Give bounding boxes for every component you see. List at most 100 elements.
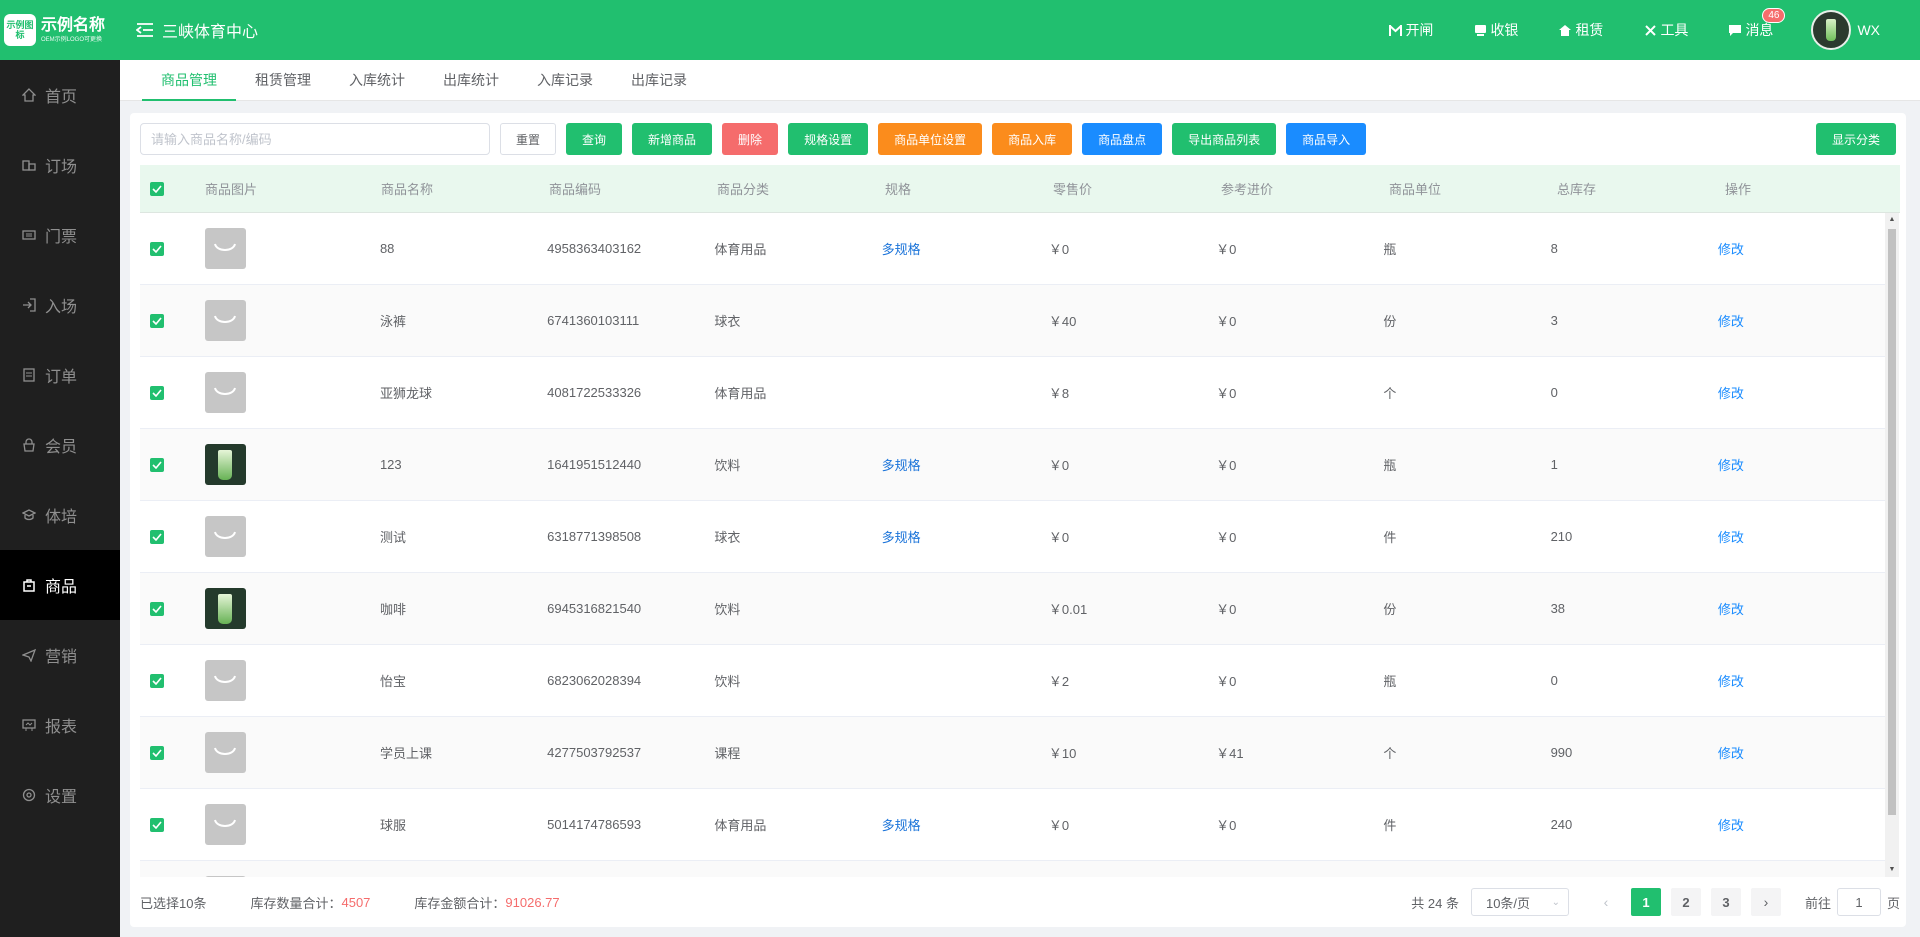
row-checkbox[interactable] bbox=[150, 313, 164, 328]
page-3-button[interactable]: 3 bbox=[1710, 888, 1741, 916]
cell-action[interactable]: 修改 bbox=[1717, 314, 1744, 329]
cell-retail-price: ￥40 bbox=[1048, 314, 1077, 329]
cell-retail-price: ￥0 bbox=[1048, 242, 1070, 257]
nav-messages[interactable]: 消息 46 bbox=[1728, 8, 1786, 40]
cell-code: 4277503792537 bbox=[547, 745, 642, 760]
prev-page-button[interactable]: ‹ bbox=[1603, 894, 1609, 910]
goto-page-input[interactable] bbox=[1836, 888, 1881, 916]
top-header: 示例图标 示例名称 OEM示例LOGO可更换 三峡体育中心 开闸 收银 租赁 工… bbox=[0, 0, 1920, 60]
cell-action[interactable]: 修改 bbox=[1717, 386, 1744, 401]
sidebar-item-marketing[interactable]: 营销 bbox=[0, 620, 120, 690]
sidebar-item-settings[interactable]: 设置 bbox=[0, 760, 120, 830]
table-row[interactable]: 咖啡 6945316821540 饮料 ￥0.01 ￥0 份 38 修改 bbox=[140, 573, 1885, 645]
cell-action[interactable]: 修改 bbox=[1717, 674, 1744, 689]
next-page-button[interactable]: › bbox=[1750, 888, 1781, 916]
table-body: 88 4958363403162 体育用品 多规格 ￥0 ￥0 瓶 8 修改 泳裤 67413601… bbox=[140, 213, 1885, 877]
cell-stock: 8 bbox=[1550, 241, 1558, 256]
user-menu[interactable]: WX bbox=[1811, 10, 1880, 50]
reset-button[interactable]: 重置 bbox=[500, 123, 557, 155]
nav-tools[interactable]: 工具 bbox=[1643, 20, 1688, 40]
table-row[interactable]: 亚狮龙球 4081722533326 体育用品 ￥8 ￥0 个 0 修改 bbox=[140, 357, 1885, 429]
avatar[interactable] bbox=[1811, 10, 1852, 50]
sidebar-item-goods[interactable]: 商品 bbox=[0, 550, 120, 620]
page-1-button[interactable]: 1 bbox=[1630, 888, 1661, 916]
table-scrollbar[interactable]: ▲ ▼ bbox=[1885, 213, 1899, 877]
sidebar-item-label: 体培 bbox=[45, 509, 78, 526]
table-row[interactable]: 88 4958363403162 体育用品 多规格 ￥0 ￥0 瓶 8 修改 bbox=[140, 213, 1885, 285]
table-row[interactable]: 学员上课 4277503792537 课程 ￥10 ￥41 个 990 修改 bbox=[140, 717, 1885, 789]
cell-spec[interactable]: 多规格 bbox=[881, 530, 921, 545]
import-goods-button[interactable]: 商品导入 bbox=[1286, 123, 1367, 155]
table-footer: 已选择10条 库存数量合计： 4507 库存金额合计： 91026.77 共 2… bbox=[140, 885, 1900, 919]
tab-stock-in-records[interactable]: 入库记录 bbox=[537, 72, 593, 88]
sidebar-item-ticket[interactable]: 门票 bbox=[0, 200, 120, 270]
query-button[interactable]: 查询 bbox=[566, 123, 623, 155]
table-row[interactable]: 球服 5014174786593 体育用品 多规格 ￥0 ￥0 件 240 修改 bbox=[140, 789, 1885, 861]
scroll-down-icon[interactable]: ▼ bbox=[1888, 866, 1896, 873]
row-checkbox[interactable] bbox=[150, 817, 164, 832]
cell-spec[interactable]: 多规格 bbox=[881, 818, 921, 833]
collapse-menu-icon[interactable] bbox=[136, 23, 154, 37]
cell-unit: 个 bbox=[1383, 746, 1397, 761]
sidebar-item-entry[interactable]: 入场 bbox=[0, 270, 120, 340]
delete-button[interactable]: 删除 bbox=[722, 123, 779, 155]
cell-action[interactable]: 修改 bbox=[1717, 746, 1744, 761]
tab-rental-management[interactable]: 租赁管理 bbox=[255, 72, 311, 88]
venue-name[interactable]: 三峡体育中心 bbox=[162, 24, 259, 41]
sidebar-item-order[interactable]: 订单 bbox=[0, 340, 120, 410]
tab-stock-out-stats[interactable]: 出库统计 bbox=[443, 72, 499, 88]
cashier-icon bbox=[1473, 23, 1487, 37]
top-nav: 开闸 收银 租赁 工具 消息 46 WX bbox=[1348, 0, 1880, 60]
user-name: WX bbox=[1857, 22, 1880, 38]
table-row[interactable]: 测试 6318771398508 球衣 多规格 ￥0 ￥0 件 210 修改 bbox=[140, 501, 1885, 573]
cell-action[interactable]: 修改 bbox=[1717, 530, 1744, 545]
row-checkbox[interactable] bbox=[150, 241, 164, 256]
cell-action[interactable]: 修改 bbox=[1717, 602, 1744, 617]
cell-spec[interactable]: 多规格 bbox=[881, 458, 921, 473]
table-row[interactable]: 123 1641951512440 饮料 多规格 ￥0 ￥0 瓶 1 修改 bbox=[140, 429, 1885, 501]
table-row[interactable]: 怡宝 6823062028394 饮料 ￥2 ￥0 瓶 0 修改 bbox=[140, 645, 1885, 717]
row-checkbox[interactable] bbox=[150, 601, 164, 616]
page-2-button[interactable]: 2 bbox=[1670, 888, 1701, 916]
add-goods-button[interactable]: 新增商品 bbox=[632, 123, 713, 155]
select-all-checkbox[interactable] bbox=[150, 181, 164, 196]
cell-action[interactable]: 修改 bbox=[1717, 818, 1744, 833]
nav-rental[interactable]: 租赁 bbox=[1558, 20, 1603, 40]
brand[interactable]: 示例图标 示例名称 OEM示例LOGO可更换 bbox=[0, 0, 120, 60]
nav-messages-label: 消息 bbox=[1745, 22, 1774, 38]
row-checkbox[interactable] bbox=[150, 673, 164, 688]
sidebar-item-booking[interactable]: 订场 bbox=[0, 130, 120, 200]
stock-in-button[interactable]: 商品入库 bbox=[992, 123, 1073, 155]
cell-action[interactable]: 修改 bbox=[1717, 242, 1744, 257]
search-input[interactable] bbox=[140, 123, 490, 155]
marketing-icon bbox=[21, 647, 37, 663]
unit-settings-button[interactable]: 商品单位设置 bbox=[878, 123, 983, 155]
tab-goods-management[interactable]: 商品管理 bbox=[142, 60, 236, 101]
sidebar-item-member[interactable]: 会员 bbox=[0, 410, 120, 480]
export-list-button[interactable]: 导出商品列表 bbox=[1172, 123, 1277, 155]
tab-stock-in-stats[interactable]: 入库统计 bbox=[349, 72, 405, 88]
row-checkbox[interactable] bbox=[150, 529, 164, 544]
nav-gate[interactable]: 开闸 bbox=[1388, 20, 1433, 40]
sidebar-item-report[interactable]: 报表 bbox=[0, 690, 120, 760]
scroll-up-icon[interactable]: ▲ bbox=[1888, 216, 1896, 223]
table-row[interactable]: 泳裤 6741360103111 球衣 ￥40 ￥0 份 3 修改 bbox=[140, 285, 1885, 357]
page-size-select[interactable]: 10条/页 ⌄ bbox=[1470, 888, 1569, 916]
spec-settings-button[interactable]: 规格设置 bbox=[788, 123, 869, 155]
sidebar-item-training[interactable]: 体培 bbox=[0, 480, 120, 550]
row-checkbox[interactable] bbox=[150, 385, 164, 400]
row-checkbox[interactable] bbox=[150, 745, 164, 760]
sidebar-item-home[interactable]: 首页 bbox=[0, 60, 120, 130]
row-checkbox[interactable] bbox=[150, 457, 164, 472]
table-row[interactable] bbox=[140, 861, 1885, 877]
cell-action[interactable]: 修改 bbox=[1717, 458, 1744, 473]
tab-stock-out-records[interactable]: 出库记录 bbox=[631, 72, 687, 88]
cell-name: 测试 bbox=[379, 530, 406, 545]
show-category-button[interactable]: 显示分类 bbox=[1815, 123, 1896, 155]
cell-spec[interactable]: 多规格 bbox=[881, 242, 921, 257]
cell-category: 课程 bbox=[714, 746, 741, 761]
nav-cashier[interactable]: 收银 bbox=[1473, 20, 1518, 40]
chevron-down-icon: ⌄ bbox=[1551, 896, 1560, 908]
scrollbar-thumb[interactable] bbox=[1888, 229, 1896, 815]
inventory-check-button[interactable]: 商品盘点 bbox=[1082, 123, 1163, 155]
